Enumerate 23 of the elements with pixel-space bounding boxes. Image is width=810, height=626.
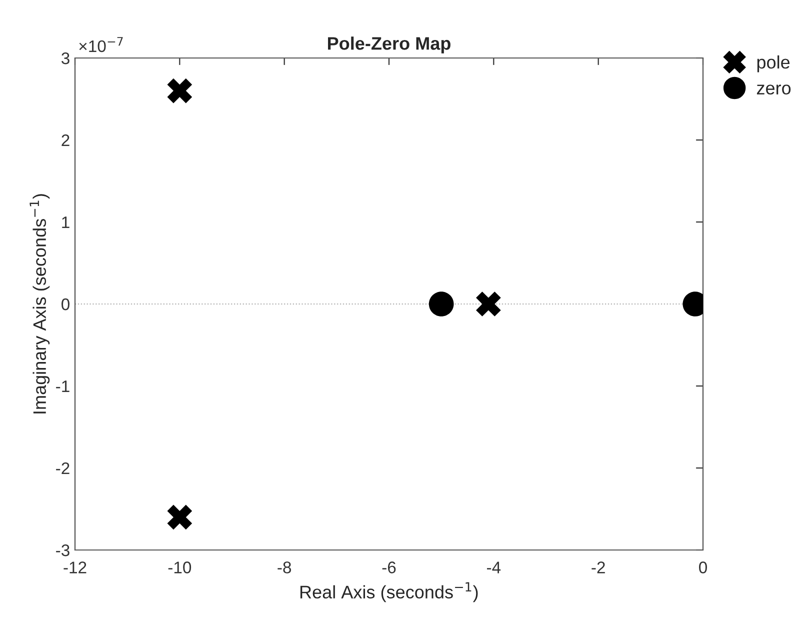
legend-label: zero [756,84,791,95]
x-tick-label: -2 [592,562,605,574]
x-axis-title: Real Axis (seconds$^{−1}$) [300,582,478,602]
x-tick-label: 0 [699,562,707,574]
point [476,292,501,316]
x-tick-label: -4 [486,562,501,574]
y-tick-label: 1 [62,216,70,228]
y-axis-title: Imaginary Axis (seconds$^{−1}$) [30,194,50,414]
legend-label: pole [757,55,790,72]
x-tick-label: -10 [168,562,192,574]
x-tick-label: -12 [64,562,86,574]
y-tick-label: -3 [56,544,70,556]
y-tick-label: 2 [62,134,70,146]
x-tick-label: -8 [278,562,292,574]
y-tick-label: -2 [56,462,70,474]
y-tick-label: 0 [62,298,70,310]
y-tick-label: -1 [56,380,70,392]
x-tick-label: -6 [382,562,396,574]
point [167,504,192,530]
point [167,78,192,104]
text: ×10$^{−7}$ [79,37,123,52]
chart-title: Pole-Zero Map [328,36,450,54]
y-tick-label: 3 [62,52,70,64]
